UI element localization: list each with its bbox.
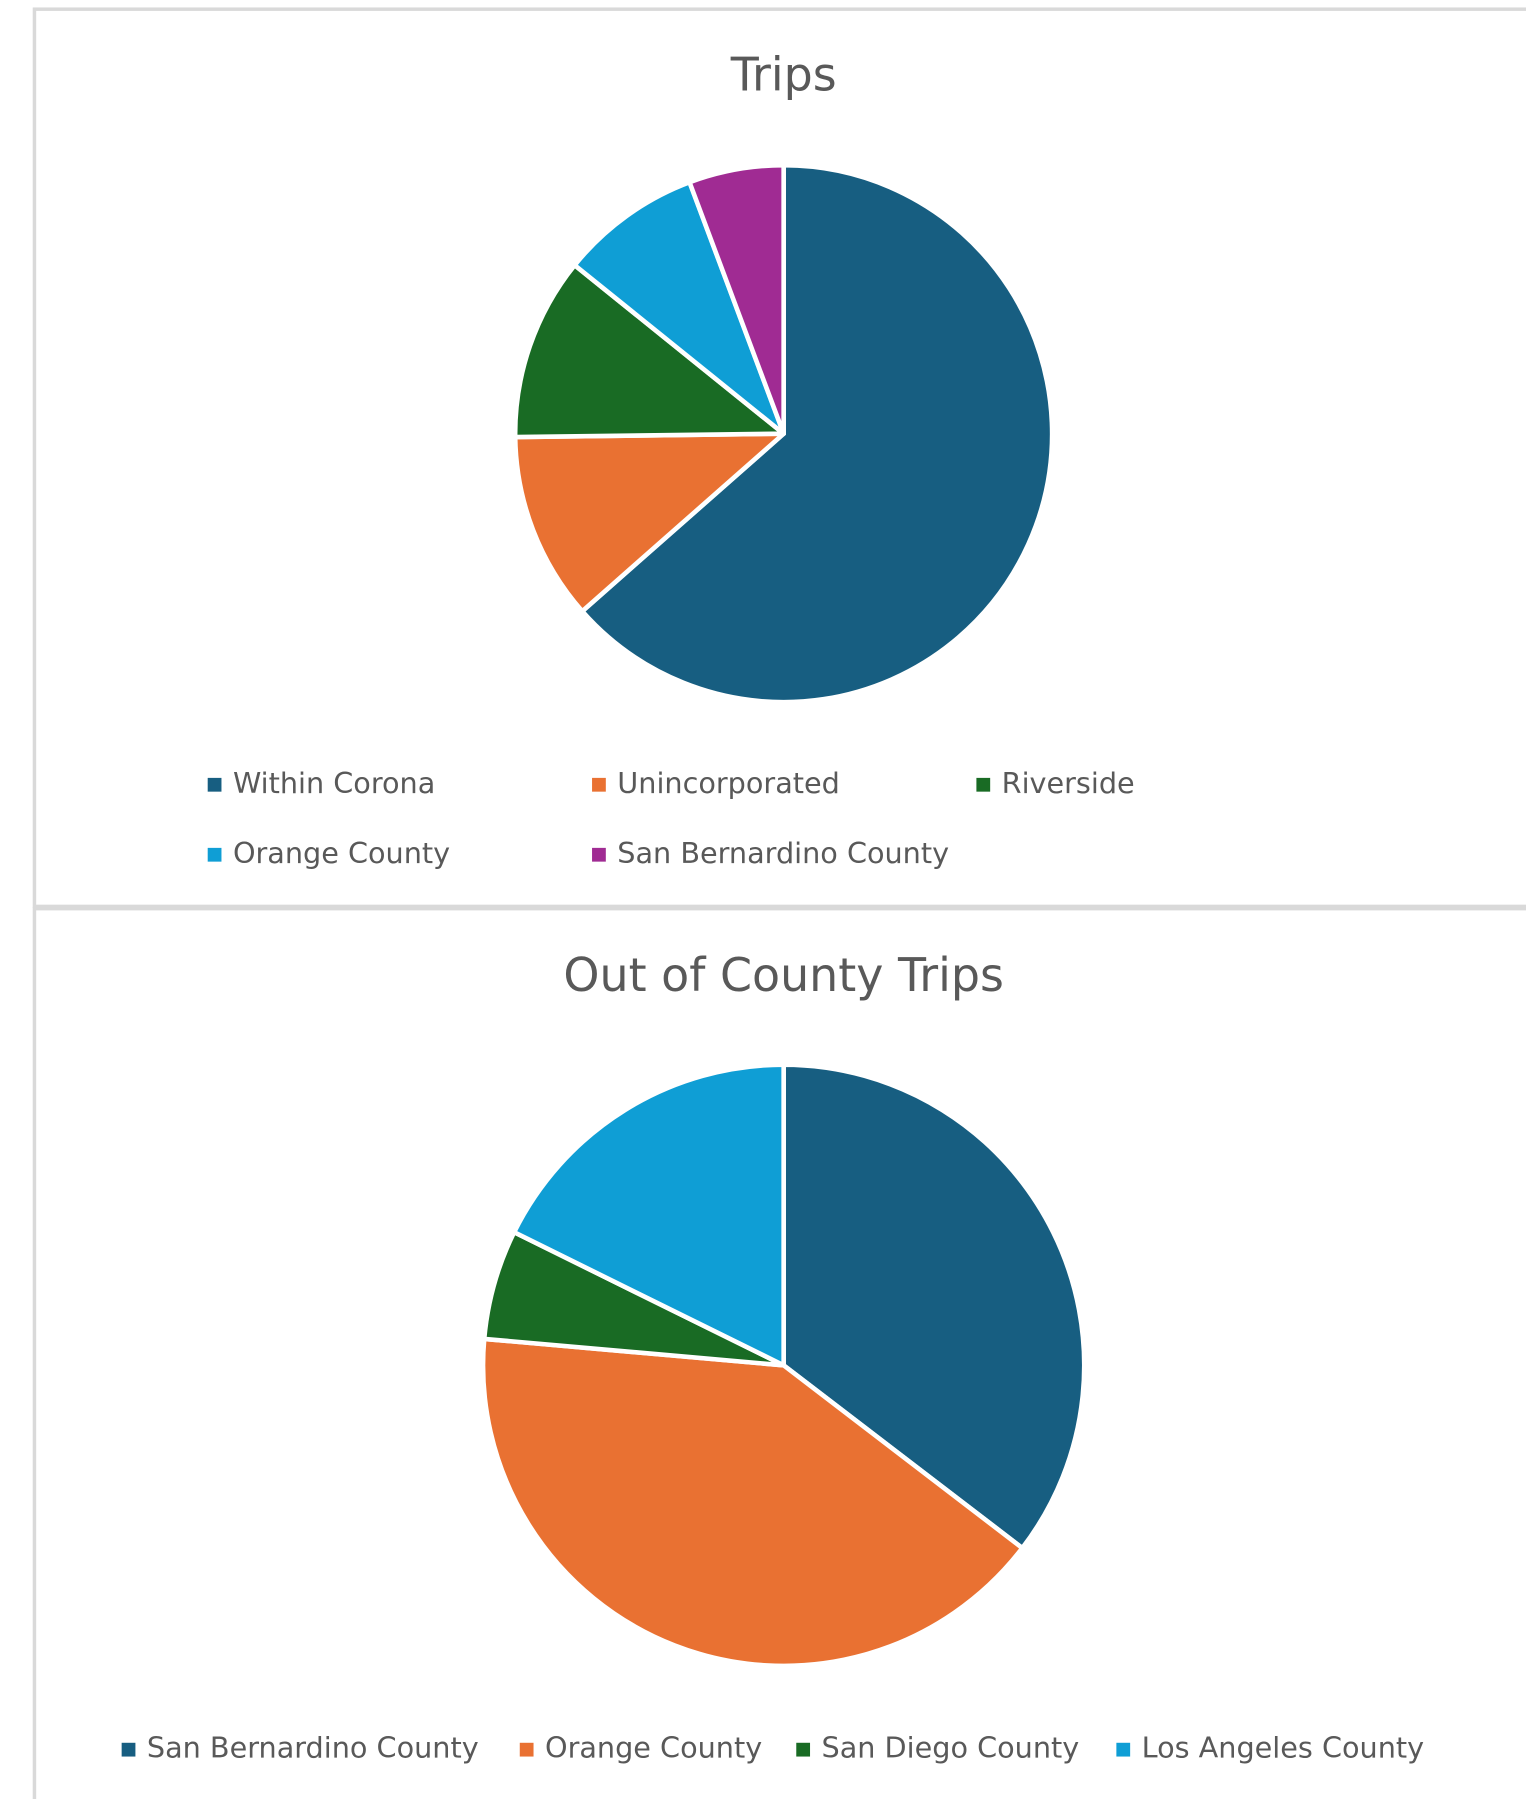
chart-title: Trips <box>730 48 837 102</box>
pie-slice <box>512 431 786 614</box>
legend-swatch <box>121 1742 136 1757</box>
legend-swatch <box>207 847 222 862</box>
legend-swatch <box>1116 1742 1131 1757</box>
pie-slice <box>511 1062 786 1368</box>
legend-swatch <box>207 777 222 792</box>
pie-slice <box>687 162 786 436</box>
legend-label: Riverside <box>1002 766 1135 800</box>
pie-slice <box>512 262 786 440</box>
legend-label: Unincorporated <box>617 766 840 800</box>
legend-label: Orange County <box>545 1731 762 1765</box>
legend-swatch <box>796 1742 811 1757</box>
legend-swatch <box>592 847 606 862</box>
legend-swatch <box>592 777 606 792</box>
legend-swatch <box>519 1742 534 1757</box>
chart-title: Out of County Trips <box>563 948 1003 1002</box>
legend-label: San Bernardino County <box>147 1731 479 1765</box>
legend-swatch <box>976 777 991 792</box>
legend-label: Within Corona <box>233 766 435 800</box>
pie-slice <box>480 1336 1025 1669</box>
pie-slice <box>781 1062 1087 1551</box>
pie-slice <box>572 179 786 436</box>
pie-slice <box>579 162 1055 705</box>
legend-label: San Bernardino County <box>617 836 949 870</box>
legend-label: Los Angeles County <box>1142 1731 1424 1765</box>
legend-label: San Diego County <box>822 1731 1080 1765</box>
legend-label: Orange County <box>233 836 450 870</box>
